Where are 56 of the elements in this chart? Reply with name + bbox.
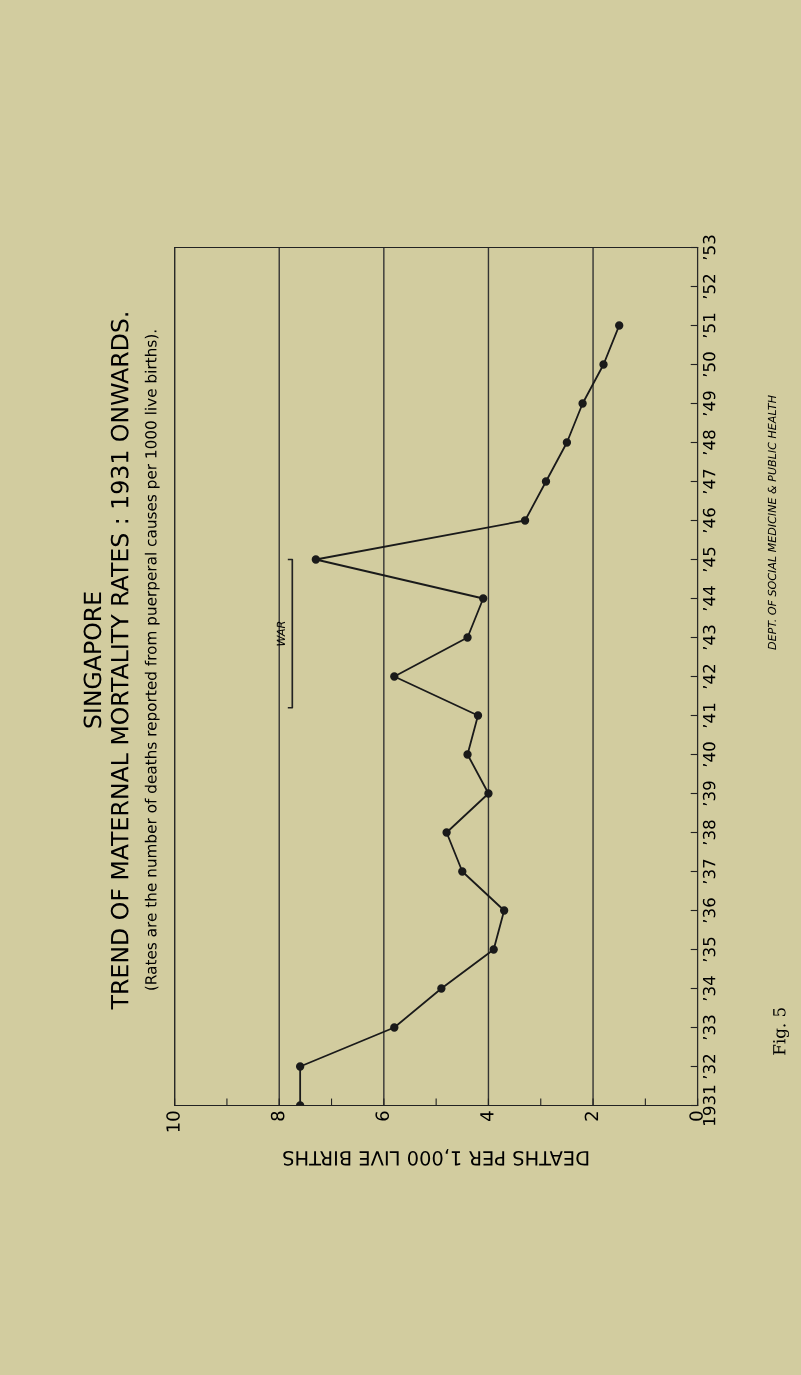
y-tick-label: ’38 — [702, 820, 716, 845]
y-tick-label: ’41 — [703, 703, 716, 728]
y-tick-label: ’45 — [703, 547, 716, 572]
point — [463, 633, 472, 642]
point — [562, 438, 572, 447]
annotation: WAR — [276, 621, 285, 646]
point — [437, 984, 446, 993]
point — [578, 399, 587, 408]
y-tick-label: ’37 — [702, 859, 716, 884]
point — [541, 477, 551, 486]
point — [520, 516, 530, 525]
y-tick-label: ’50 — [702, 352, 716, 377]
x-tick-label: 6 — [375, 1111, 390, 1121]
x-tick-label: 4 — [480, 1111, 494, 1121]
y-tick-label: ’36 — [702, 898, 716, 923]
y-tick-label: ’49 — [702, 391, 716, 416]
y-tick-label: ’40 — [702, 742, 716, 767]
y-tick-label: ’46 — [702, 508, 716, 533]
point — [390, 1023, 399, 1032]
y-tick-label: ’39 — [702, 781, 716, 806]
text: SINGAPORE — [83, 592, 102, 728]
x-tick-label: 10 — [166, 1111, 180, 1132]
y-tick-label: ’42 — [702, 664, 716, 689]
y-tick-label: ’48 — [702, 430, 716, 455]
x-tick-label: 0 — [689, 1111, 703, 1121]
caption: Fig. 5 — [773, 1008, 790, 1055]
point — [484, 789, 493, 798]
point — [458, 867, 467, 876]
y-tick-label: 1931 — [702, 1085, 716, 1125]
y-tick-label: ’33 — [702, 1015, 716, 1040]
text: TREND OF MATERNAL MORTALITY RATES : 1931 ONWARDS. — [110, 313, 129, 1010]
point — [390, 672, 399, 681]
point — [463, 750, 472, 759]
point — [615, 321, 624, 330]
point — [295, 1062, 305, 1071]
point — [442, 828, 451, 837]
y-tick-label: ’35 — [702, 937, 716, 962]
point — [489, 945, 498, 954]
y-tick-label: ’47 — [703, 469, 716, 494]
x-tick-label: 2 — [584, 1112, 599, 1121]
y-tick-label: ’44 — [703, 586, 716, 611]
point — [473, 711, 483, 720]
text: DEPT. OF SOCIAL MEDICINE & PUBLIC HEALTH — [767, 395, 777, 650]
y-tick-label: ’51 — [703, 313, 716, 338]
point — [599, 360, 608, 369]
y-tick-label: ’32 — [702, 1054, 716, 1079]
y-tick-label: ’34 — [702, 976, 716, 1001]
text: (Rates are the number of deaths reported from puerperal causes per 1000 live births). — [144, 330, 160, 990]
y-tick-label: ’53 — [702, 235, 716, 260]
y-tick-label: ’43 — [702, 625, 716, 650]
x-axis-title: DEATHS PER 1,000 LIVE BIRTHS — [283, 1149, 589, 1166]
point — [311, 555, 321, 564]
x-tick-label: 8 — [270, 1111, 285, 1121]
point — [499, 906, 509, 915]
point — [479, 594, 488, 603]
y-tick-label: ’52 — [702, 274, 716, 299]
